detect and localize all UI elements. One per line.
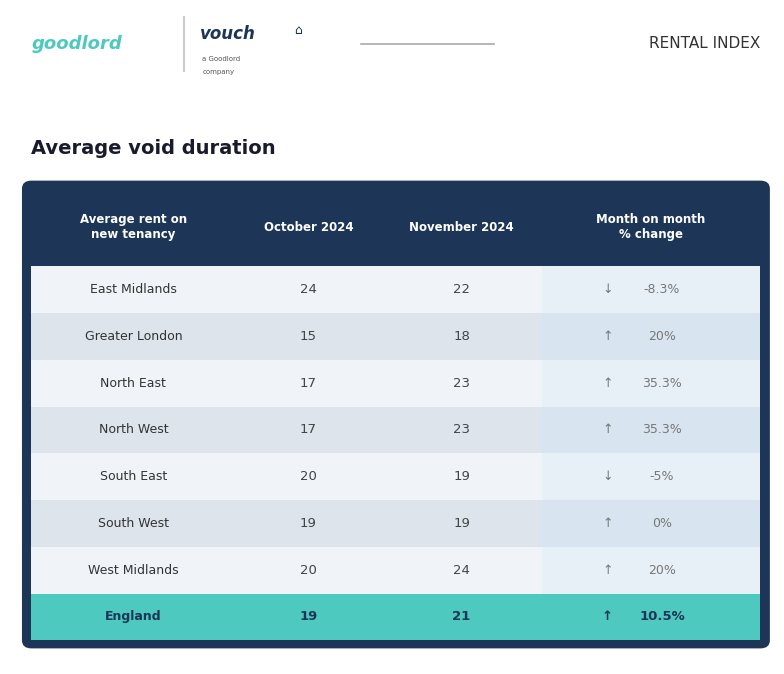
FancyBboxPatch shape — [31, 266, 235, 313]
Text: 24: 24 — [300, 283, 317, 296]
Text: company: company — [202, 69, 234, 75]
FancyBboxPatch shape — [235, 406, 381, 453]
Text: ↑: ↑ — [602, 330, 612, 343]
Text: South East: South East — [100, 470, 167, 483]
Text: 20%: 20% — [648, 330, 676, 343]
FancyBboxPatch shape — [381, 360, 542, 406]
Text: ↓: ↓ — [602, 283, 612, 296]
Text: 15: 15 — [300, 330, 317, 343]
Text: 19: 19 — [453, 470, 470, 483]
FancyBboxPatch shape — [31, 594, 235, 640]
Text: ⌂: ⌂ — [294, 24, 302, 37]
FancyBboxPatch shape — [542, 313, 760, 360]
Text: ↑: ↑ — [602, 423, 612, 436]
Text: Greater London: Greater London — [85, 330, 182, 343]
FancyBboxPatch shape — [31, 189, 235, 266]
FancyBboxPatch shape — [542, 360, 760, 406]
FancyBboxPatch shape — [235, 313, 381, 360]
Text: 22: 22 — [453, 283, 470, 296]
FancyBboxPatch shape — [235, 500, 381, 547]
FancyBboxPatch shape — [381, 453, 542, 500]
FancyBboxPatch shape — [542, 189, 760, 266]
FancyBboxPatch shape — [31, 360, 235, 406]
FancyBboxPatch shape — [31, 453, 235, 500]
FancyBboxPatch shape — [31, 406, 235, 453]
Text: 10.5%: 10.5% — [639, 611, 685, 623]
Text: 35.3%: 35.3% — [642, 377, 682, 390]
Text: East Midlands: East Midlands — [90, 283, 177, 296]
Text: ↑: ↑ — [602, 517, 612, 530]
FancyBboxPatch shape — [542, 500, 760, 547]
Text: 17: 17 — [300, 377, 317, 390]
FancyBboxPatch shape — [381, 266, 542, 313]
Text: -5%: -5% — [650, 470, 674, 483]
Text: October 2024: October 2024 — [263, 221, 354, 234]
FancyBboxPatch shape — [381, 313, 542, 360]
Text: 24: 24 — [453, 563, 470, 577]
Text: ↓: ↓ — [602, 470, 612, 483]
Text: West Midlands: West Midlands — [88, 563, 179, 577]
FancyBboxPatch shape — [381, 594, 542, 640]
Text: North East: North East — [100, 377, 166, 390]
Text: 20%: 20% — [648, 563, 676, 577]
Text: RENTAL INDEX: RENTAL INDEX — [649, 36, 760, 51]
FancyBboxPatch shape — [31, 500, 235, 547]
Text: November 2024: November 2024 — [409, 221, 514, 234]
Text: ↑: ↑ — [602, 563, 612, 577]
FancyBboxPatch shape — [542, 547, 760, 594]
Text: Month on month
% change: Month on month % change — [597, 214, 706, 241]
FancyBboxPatch shape — [381, 547, 542, 594]
Text: 19: 19 — [300, 517, 317, 530]
FancyBboxPatch shape — [235, 360, 381, 406]
FancyBboxPatch shape — [381, 406, 542, 453]
Text: a Goodlord: a Goodlord — [202, 57, 241, 62]
Text: vouch: vouch — [200, 25, 256, 42]
Text: -8.3%: -8.3% — [644, 283, 681, 296]
Text: 18: 18 — [453, 330, 470, 343]
Text: North West: North West — [99, 423, 169, 436]
Text: 20: 20 — [300, 470, 317, 483]
FancyBboxPatch shape — [542, 594, 760, 640]
FancyBboxPatch shape — [381, 500, 542, 547]
Text: 20: 20 — [300, 563, 317, 577]
Text: 0%: 0% — [652, 517, 672, 530]
FancyBboxPatch shape — [235, 594, 381, 640]
Text: 23: 23 — [453, 423, 470, 436]
Text: Average void duration: Average void duration — [31, 140, 276, 158]
FancyBboxPatch shape — [235, 266, 381, 313]
FancyBboxPatch shape — [235, 453, 381, 500]
Text: 19: 19 — [453, 517, 470, 530]
FancyBboxPatch shape — [235, 189, 381, 266]
Text: South West: South West — [98, 517, 169, 530]
FancyBboxPatch shape — [235, 547, 381, 594]
Text: England: England — [105, 611, 162, 623]
Text: ↑: ↑ — [602, 377, 612, 390]
Text: goodlord: goodlord — [31, 35, 122, 53]
Text: 23: 23 — [453, 377, 470, 390]
Text: ↑: ↑ — [602, 611, 613, 623]
FancyBboxPatch shape — [22, 181, 770, 648]
Text: 21: 21 — [452, 611, 470, 623]
FancyBboxPatch shape — [31, 313, 235, 360]
Text: 35.3%: 35.3% — [642, 423, 682, 436]
Text: 19: 19 — [299, 611, 318, 623]
Text: Average rent on
new tenancy: Average rent on new tenancy — [80, 214, 187, 241]
FancyBboxPatch shape — [542, 266, 760, 313]
FancyBboxPatch shape — [381, 189, 542, 266]
FancyBboxPatch shape — [542, 406, 760, 453]
FancyBboxPatch shape — [542, 453, 760, 500]
FancyBboxPatch shape — [31, 547, 235, 594]
Text: 17: 17 — [300, 423, 317, 436]
